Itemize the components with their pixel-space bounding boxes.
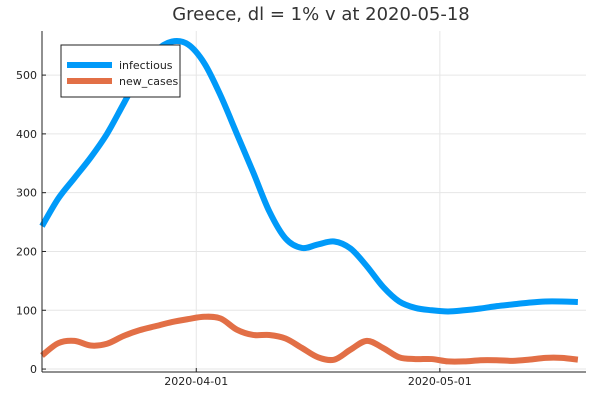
y-tick-label: 500: [16, 69, 37, 82]
series-line-new-cases: [40, 313, 579, 365]
chart-title: Greece, dl = 1% v at 2020-05-18: [172, 4, 470, 25]
legend-box: [60, 44, 181, 98]
x-tick-label: 2020-04-01: [164, 375, 228, 388]
y-tick-label: 200: [16, 245, 37, 258]
y-tick-label: 0: [30, 363, 37, 376]
axes: [41, 31, 586, 373]
legend: infectious new_cases: [60, 44, 181, 98]
legend-label-new-cases: new_cases: [119, 75, 179, 88]
legend-label-infectious: infectious: [119, 59, 173, 72]
y-tick-label: 100: [16, 304, 37, 317]
y-tick-label: 300: [16, 187, 37, 200]
y-tick-label: 400: [16, 128, 37, 141]
tick-group: 0 100 200 300 400 500 2020-04-01 2020-05-01: [16, 69, 472, 388]
x-tick-label: 2020-05-01: [408, 375, 472, 388]
